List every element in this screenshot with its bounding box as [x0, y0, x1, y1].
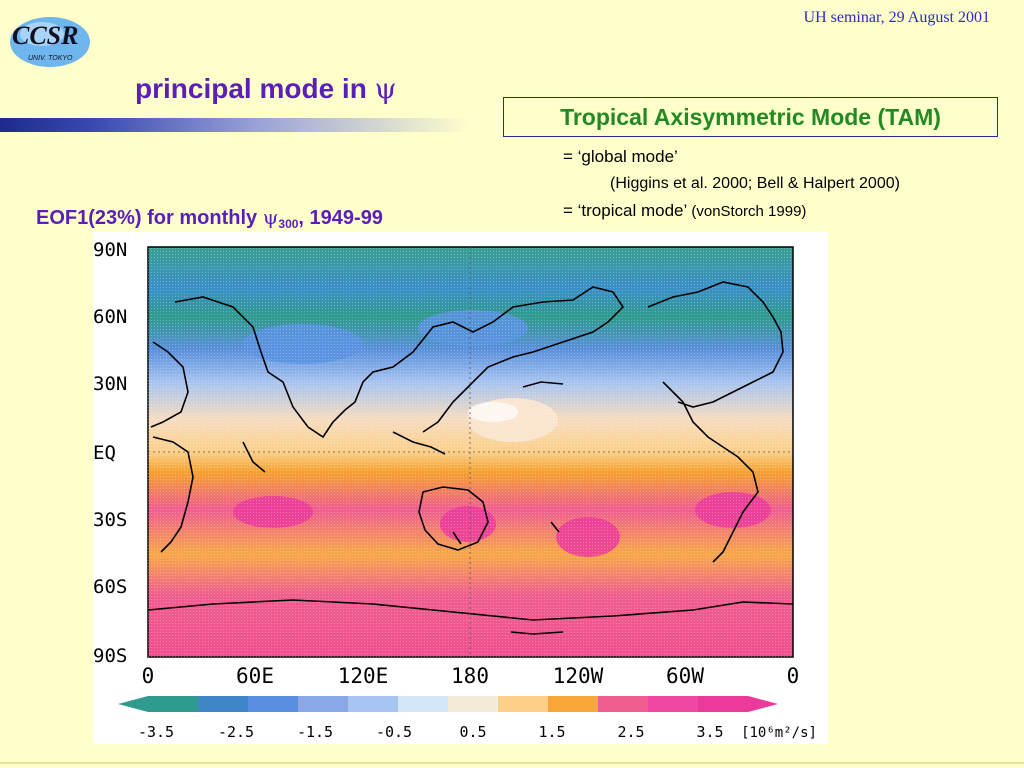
ccsr-logo: CCSR UNIV. TOKYO	[10, 17, 90, 67]
colorbar-unit: [10⁶m²/s]	[741, 725, 817, 741]
lon-label-120e: 120E	[338, 664, 389, 688]
lat-label-60s: 60S	[93, 576, 127, 598]
eof-caption-symbol: ψ	[262, 205, 279, 229]
colorbar-arrow-low	[118, 696, 148, 712]
lat-label-30s: 30S	[93, 509, 127, 531]
grid-lines	[148, 247, 793, 657]
eof-caption-subscript: 300	[278, 217, 299, 231]
lat-label-90s: 90S	[93, 645, 127, 667]
lon-label-0-west: 0	[142, 664, 155, 688]
title-text: principal mode in	[135, 73, 367, 104]
note-global-mode: = ‘global mode’	[563, 147, 678, 166]
eof-map-figure: 90N 60N 30N EQ 30S 60S 90S 0 60E 120E 18…	[93, 232, 828, 744]
title-underline-bar	[0, 118, 470, 132]
title-symbol: ψ	[374, 72, 397, 105]
colorbar-tick-neg-2-5: -2.5	[218, 723, 254, 741]
colorbar-swatch	[448, 696, 499, 712]
colorbar-swatch	[648, 696, 699, 712]
colorbar-tick-neg-3-5: -3.5	[138, 723, 174, 741]
lat-axis-labels: 90N 60N 30N EQ 30S 60S 90S	[93, 239, 127, 667]
colorbar	[118, 696, 778, 712]
colorbar-tick-neg-1-5: -1.5	[297, 723, 333, 741]
colorbar-swatch	[248, 696, 299, 712]
colorbar-swatch	[298, 696, 349, 712]
colorbar-tick-0-5: 0.5	[459, 723, 486, 741]
note-tropical-mode-main: = ‘tropical mode’	[563, 201, 687, 220]
svg-text:UNIV. TOKYO: UNIV. TOKYO	[28, 55, 73, 62]
colorbar-swatch	[398, 696, 449, 712]
note-tropical-mode: = ‘tropical mode’ (vonStorch 1999)	[563, 201, 806, 221]
note-references: (Higgins et al. 2000; Bell & Halpert 200…	[610, 175, 900, 192]
svg-text:CCSR: CCSR	[12, 21, 79, 50]
colorbar-swatch	[548, 696, 599, 712]
colorbar-tick-3-5: 3.5	[696, 723, 723, 741]
eof-caption: EOF1(23%) for monthly ψ300, 1949-99	[36, 205, 383, 231]
tam-label-box: Tropical Axisymmetric Mode (TAM)	[503, 97, 998, 137]
seminar-date: UH seminar, 29 August 2001	[803, 9, 990, 26]
coastlines	[147, 281, 794, 635]
slide-bottom-rule	[0, 762, 1024, 764]
lat-label-90n: 90N	[93, 239, 127, 261]
eof-caption-suffix: , 1949-99	[298, 207, 383, 229]
colorbar-ticks: -3.5 -2.5 -1.5 -0.5 0.5 1.5 2.5 3.5 [10⁶…	[138, 723, 817, 741]
eof-map-svg: 90N 60N 30N EQ 30S 60S 90S 0 60E 120E 18…	[93, 239, 817, 741]
lon-label-120w: 120W	[553, 664, 604, 688]
colorbar-tick-2-5: 2.5	[617, 723, 644, 741]
lon-axis-labels: 0 60E 120E 180 120W 60W 0	[142, 664, 800, 688]
colorbar-swatch	[198, 696, 249, 712]
map-plot-area	[147, 246, 794, 658]
lon-label-0-east: 0	[787, 664, 800, 688]
colorbar-swatch	[598, 696, 649, 712]
colorbar-swatch	[698, 696, 749, 712]
colorbar-arrow-high	[748, 696, 778, 712]
eof-caption-prefix: EOF1(23%) for monthly	[36, 207, 258, 229]
lon-label-60w: 60W	[666, 664, 704, 688]
lat-label-eq: EQ	[93, 442, 116, 464]
lon-label-60e: 60E	[236, 664, 274, 688]
colorbar-swatch	[348, 696, 399, 712]
colorbar-swatch	[498, 696, 549, 712]
colorbar-tick-1-5: 1.5	[538, 723, 565, 741]
note-tropical-mode-ref: (vonStorch 1999)	[691, 203, 807, 220]
colorbar-tick-neg-0-5: -0.5	[376, 723, 412, 741]
page-title: principal mode in ψ	[135, 72, 397, 105]
lat-label-30n: 30N	[93, 373, 127, 395]
lat-label-60n: 60N	[93, 306, 127, 328]
lon-label-180: 180	[451, 664, 489, 688]
colorbar-swatch	[148, 696, 199, 712]
